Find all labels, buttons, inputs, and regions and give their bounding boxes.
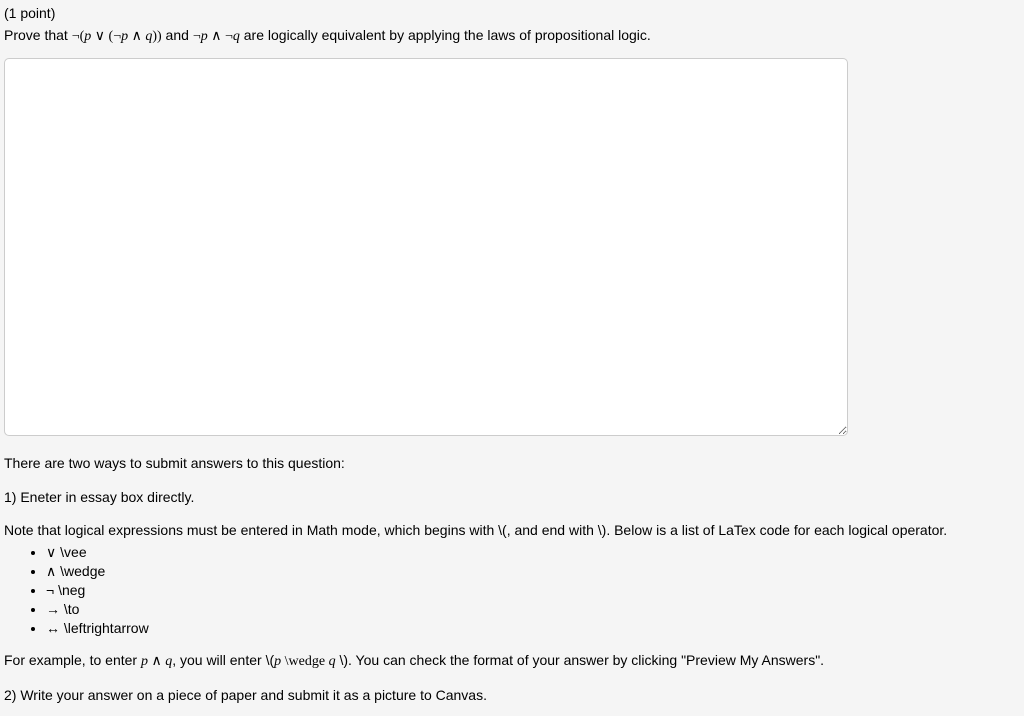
intro-line: There are two ways to submit answers to …: [4, 454, 1020, 474]
expr2-p: p: [201, 29, 208, 44]
example-prefix: For example, to enter: [4, 652, 141, 668]
expr2-q: q: [233, 29, 240, 44]
question-prompt: Prove that ¬(p ∨ (¬p ∧ q)) and ¬p ∧ ¬q a…: [4, 26, 1020, 47]
op-code: \neg: [54, 582, 85, 598]
op-code: \vee: [56, 544, 86, 560]
expr1-close: )): [152, 29, 161, 44]
list-item: ∨ \vee: [46, 543, 1020, 562]
example-q2: q: [329, 654, 336, 669]
list-item: ¬ \neg: [46, 581, 1020, 600]
example-suffix: . You can check the format of your answe…: [348, 652, 824, 668]
example-and: ∧: [148, 654, 165, 669]
note-line: Note that logical expressions must be en…: [4, 521, 1020, 541]
op-sym: ∧: [46, 563, 56, 579]
essay-textarea[interactable]: [4, 58, 848, 436]
list-item: ∧ \wedge: [46, 562, 1020, 581]
expr1-neg2: ¬: [113, 29, 121, 44]
example-mid: , you will enter \(: [172, 652, 274, 668]
expr1-open: ¬(: [72, 29, 85, 44]
op-code: \wedge: [56, 563, 105, 579]
op-sym: →: [46, 601, 60, 617]
expr1-and: ∧: [128, 29, 145, 44]
expr2-and: ∧: [208, 29, 225, 44]
op-sym: ↔: [46, 620, 60, 636]
list-item: ↔ \leftrightarrow: [46, 619, 1020, 638]
expr1-or: ∨ (: [91, 29, 113, 44]
prompt-prefix: Prove that: [4, 27, 72, 43]
method-2: 2) Write your answer on a piece of paper…: [4, 686, 1020, 706]
prompt-suffix: are logically equivalent by applying the…: [240, 27, 651, 43]
operator-list: ∨ \vee ∧ \wedge ¬ \neg → \to ↔ \leftrigh…: [4, 543, 1020, 637]
expr2-neg2: ¬: [225, 29, 233, 44]
op-sym: ¬: [46, 582, 54, 598]
points-label: (1 point): [4, 4, 1020, 24]
list-item: → \to: [46, 600, 1020, 619]
method-1: 1) Eneter in essay box directly.: [4, 488, 1020, 508]
op-sym: ∨: [46, 544, 56, 560]
example-close: \): [336, 652, 348, 668]
prompt-mid: and: [162, 27, 193, 43]
expr2-neg: ¬: [193, 29, 201, 44]
op-code: \leftrightarrow: [60, 620, 149, 636]
example-wedge: \wedge: [281, 654, 328, 669]
example-line: For example, to enter p ∧ q , you will en…: [4, 651, 1020, 672]
op-code: \to: [60, 601, 79, 617]
example-p: p: [141, 654, 148, 669]
